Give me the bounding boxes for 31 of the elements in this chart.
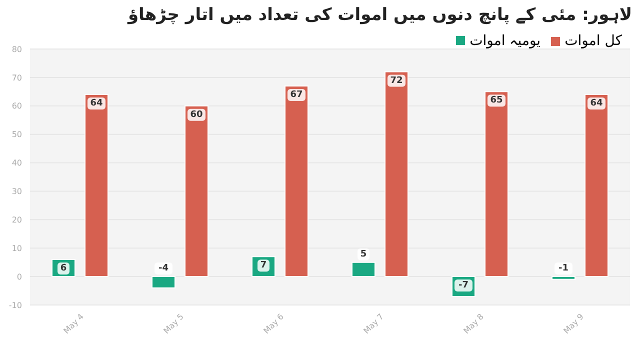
data-label: 64 (590, 98, 603, 109)
chart-title: لاہور: مئی کے پانچ دنوں میں اموات کی تعداد میں اتار چڑھاؤ (126, 4, 633, 27)
y-tick-label: 60 (12, 102, 22, 111)
y-tick-label: 40 (12, 158, 22, 168)
data-label: 6 (60, 263, 67, 274)
y-tick-label: 80 (12, 44, 22, 54)
legend-label: کل اموات (564, 33, 622, 49)
data-label: 64 (90, 98, 103, 109)
data-label: 67 (290, 90, 303, 100)
data-label: 7 (260, 260, 267, 271)
legend-label: یومیہ اموات (470, 32, 541, 49)
bar (184, 105, 208, 278)
y-tick-label: -10 (8, 300, 22, 310)
bar (584, 94, 608, 278)
data-label: -7 (458, 280, 468, 291)
bar (484, 91, 508, 278)
data-label: 5 (360, 249, 367, 260)
bar (84, 94, 108, 278)
y-tick-label: 30 (12, 187, 22, 196)
data-label: -1 (558, 264, 568, 274)
y-tick-label: 20 (12, 216, 22, 225)
data-label: 60 (190, 110, 203, 120)
data-label: -4 (158, 264, 168, 274)
y-tick-label: 0 (16, 272, 22, 282)
y-tick-label: 10 (12, 244, 22, 253)
bar (284, 85, 308, 278)
y-tick-label: 70 (12, 73, 22, 82)
data-label: 65 (490, 96, 503, 106)
bar (384, 71, 408, 278)
y-tick-label: 50 (12, 130, 22, 140)
data-label: 72 (390, 76, 403, 86)
